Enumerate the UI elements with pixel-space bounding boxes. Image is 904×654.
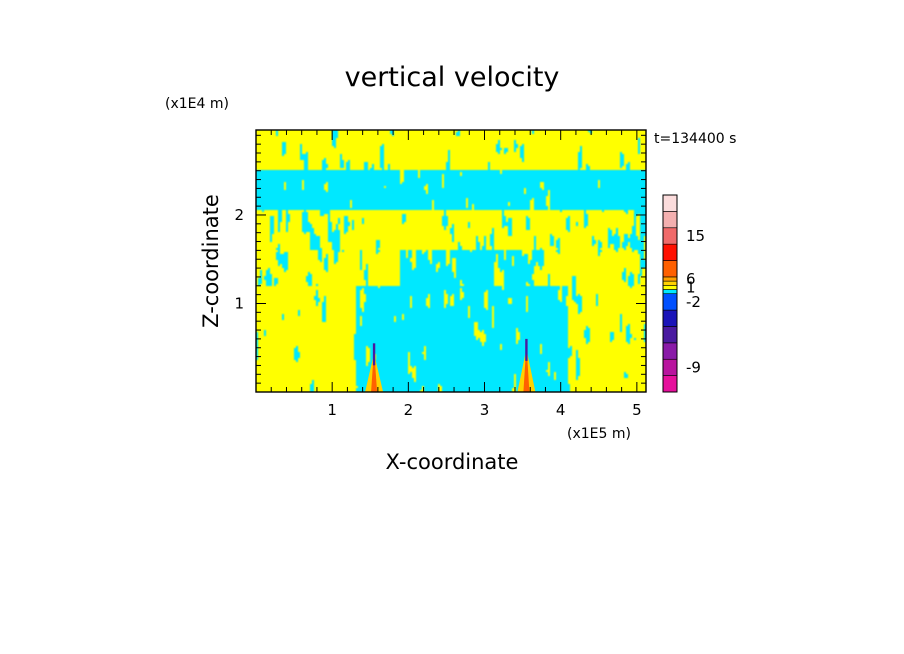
colorbar: -9 -216 15 (662, 194, 705, 393)
plot-frame (255, 129, 647, 393)
velocity-field (256, 130, 646, 392)
colorbar-swatch (662, 293, 678, 311)
colorbar-swatch (662, 358, 678, 376)
colorbar-label: 15 (686, 227, 705, 245)
axis-ticks: 1 2 3 4 5 1 2 (234, 130, 646, 419)
x-tick-label: 4 (556, 401, 566, 419)
plume-downdraft (372, 343, 376, 366)
colorbar-swatch (662, 375, 678, 393)
chart-title: vertical velocity (345, 62, 560, 93)
colorbar-swatch (662, 211, 678, 229)
plume-core (523, 343, 530, 392)
time-label: t=134400 s (654, 131, 736, 147)
colorbar-swatch (662, 194, 678, 212)
x-tick-label: 1 (327, 401, 337, 419)
plot-area: 1 2 3 4 5 1 2 (234, 129, 647, 419)
colorbar-swatch (662, 260, 678, 278)
plume-downdraft (525, 338, 528, 361)
colorbar-label: -2 (686, 293, 701, 311)
colorbar-label: 6 (686, 270, 696, 288)
plume-core (371, 348, 378, 392)
colorbar-swatch (662, 342, 678, 360)
colorbar-label: -9 (686, 358, 701, 376)
velocity-field-raster (256, 130, 646, 392)
x-tick-label: 5 (632, 401, 642, 419)
colorbar-swatch (662, 243, 678, 261)
y-tick-label: 2 (234, 206, 244, 224)
x-scale-label: (x1E5 m) (567, 426, 631, 442)
colorbar-swatch (662, 326, 678, 344)
x-tick-label: 3 (480, 401, 490, 419)
colorbar-swatch (662, 289, 678, 295)
y-tick-label: 1 (234, 294, 244, 312)
colorbar-frame (662, 194, 678, 393)
colorbar-swatch (662, 227, 678, 245)
colorbar-swatch (662, 280, 678, 286)
colorbar-swatch (662, 285, 678, 290)
colorbar-swatch (662, 276, 678, 282)
colorbar-label: 1 (686, 278, 696, 296)
x-tick-label: 2 (404, 401, 414, 419)
plume-features (365, 338, 536, 392)
y-scale-label: (x1E4 m) (165, 96, 229, 112)
y-axis-label: Z-coordinate (199, 194, 223, 328)
x-axis-label: X-coordinate (386, 450, 519, 474)
colorbar-swatch (662, 309, 678, 327)
